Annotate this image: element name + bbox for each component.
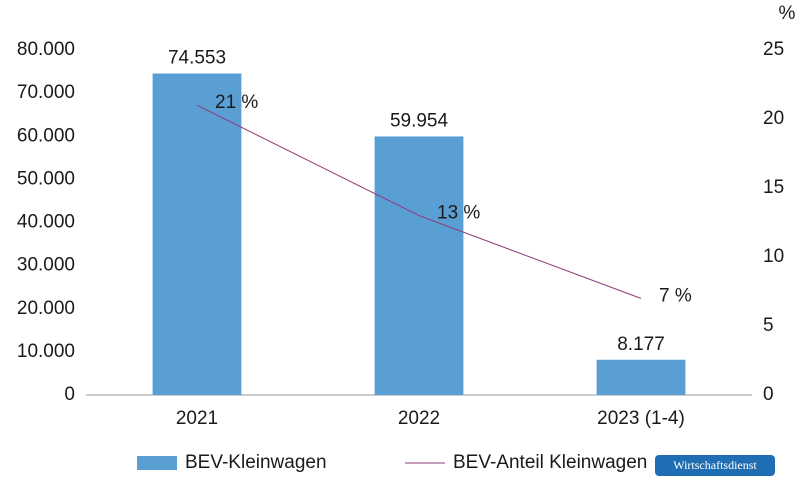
source-badge bbox=[655, 455, 775, 476]
legend-swatch bbox=[137, 456, 177, 470]
y2-tick-label: 10 bbox=[763, 246, 784, 267]
y-tick-label: 60.000 bbox=[17, 125, 75, 146]
legend-label: BEV-Kleinwagen bbox=[185, 452, 327, 473]
y-tick-label: 80.000 bbox=[17, 39, 75, 60]
y-tick-label: 10.000 bbox=[17, 341, 75, 362]
y-tick-label: 70.000 bbox=[17, 82, 75, 103]
y2-tick-label: 5 bbox=[763, 315, 774, 336]
y2-tick-label: 15 bbox=[763, 177, 784, 198]
y2-axis-label: % bbox=[779, 3, 796, 24]
y2-tick-label: 0 bbox=[763, 384, 774, 405]
x-tick-label: 2021 bbox=[176, 408, 218, 429]
y-tick-label: 50.000 bbox=[17, 168, 75, 189]
y-tick-label: 40.000 bbox=[17, 212, 75, 233]
y-tick-label: 0 bbox=[64, 384, 75, 405]
bar bbox=[596, 359, 686, 395]
line-value-label: 13 % bbox=[437, 203, 480, 224]
y-tick-label: 30.000 bbox=[17, 255, 75, 276]
x-tick-label: 2022 bbox=[398, 408, 440, 429]
legend-label: BEV-Anteil Kleinwagen bbox=[453, 452, 647, 473]
bar-value-label: 59.954 bbox=[390, 110, 449, 131]
y-tick-label: 20.000 bbox=[17, 298, 75, 319]
line bbox=[196, 104, 642, 299]
source-badge-text: Wirtschaftsdienst bbox=[673, 458, 757, 472]
y2-tick-label: 20 bbox=[763, 108, 784, 129]
line-value-label: 7 % bbox=[659, 285, 692, 306]
x-tick-label: 2023 (1-4) bbox=[597, 408, 685, 429]
bar-value-label: 74.553 bbox=[168, 48, 226, 69]
bar bbox=[152, 73, 242, 396]
y2-tick-label: 25 bbox=[763, 39, 784, 60]
bar bbox=[374, 136, 464, 396]
line-value-label: 21 % bbox=[215, 92, 258, 113]
bar-value-label: 8.177 bbox=[617, 334, 665, 355]
